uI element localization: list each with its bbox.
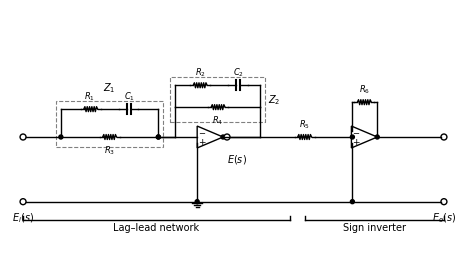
Text: $R_1$: $R_1$ <box>84 91 95 103</box>
Text: $-$: $-$ <box>352 127 360 137</box>
Circle shape <box>350 200 354 204</box>
Circle shape <box>20 199 26 205</box>
Circle shape <box>224 134 230 140</box>
Text: $R_2$: $R_2$ <box>194 67 206 79</box>
Circle shape <box>195 200 199 204</box>
Circle shape <box>441 134 447 140</box>
Text: $C_2$: $C_2$ <box>233 67 244 79</box>
Text: $R_6$: $R_6$ <box>359 84 370 96</box>
Text: $+$: $+$ <box>198 137 206 147</box>
Text: $-$: $-$ <box>198 127 206 137</box>
Circle shape <box>156 135 160 139</box>
Text: $E_i(s)$: $E_i(s)$ <box>12 212 34 225</box>
Text: $E_o(s)$: $E_o(s)$ <box>432 212 456 225</box>
Text: $R_3$: $R_3$ <box>104 145 115 157</box>
Text: $R_4$: $R_4$ <box>213 114 224 127</box>
Circle shape <box>221 135 225 139</box>
Text: Lag–lead network: Lag–lead network <box>113 223 200 233</box>
Circle shape <box>375 135 379 139</box>
Text: $+$: $+$ <box>352 137 361 147</box>
Text: $R_5$: $R_5$ <box>299 119 310 131</box>
Circle shape <box>20 134 26 140</box>
Circle shape <box>59 135 63 139</box>
Circle shape <box>441 199 447 205</box>
Text: $C_1$: $C_1$ <box>124 91 135 103</box>
Text: $Z_1$: $Z_1$ <box>103 81 116 95</box>
Text: $E(s)$: $E(s)$ <box>227 153 247 166</box>
Circle shape <box>156 135 160 139</box>
Text: Sign inverter: Sign inverter <box>343 223 406 233</box>
Circle shape <box>350 135 354 139</box>
Text: $Z_2$: $Z_2$ <box>268 93 280 107</box>
